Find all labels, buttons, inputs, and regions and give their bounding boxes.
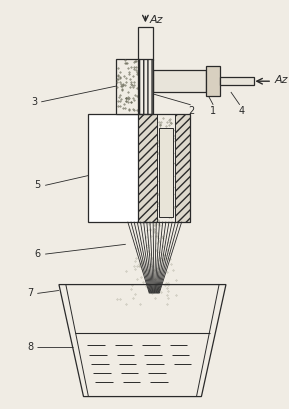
Bar (159, 128, 173, 217)
Text: 4: 4 (239, 106, 245, 116)
Text: 1: 1 (210, 106, 216, 116)
Bar (138, 58, 153, 114)
Bar (138, 114, 190, 222)
Text: 2: 2 (189, 106, 195, 116)
Bar (206, 67, 220, 96)
Bar (220, 77, 254, 85)
Bar (175, 114, 190, 222)
Text: Az: Az (149, 16, 163, 25)
Bar (116, 58, 138, 114)
Text: 3: 3 (32, 97, 38, 107)
Bar (88, 114, 152, 222)
Text: 8: 8 (27, 342, 34, 353)
Bar (138, 114, 157, 222)
Text: Az: Az (274, 75, 288, 85)
Text: 7: 7 (27, 288, 34, 299)
Text: 6: 6 (34, 249, 40, 259)
Bar (138, 27, 153, 60)
Text: 5: 5 (34, 180, 41, 190)
Bar (153, 70, 206, 92)
